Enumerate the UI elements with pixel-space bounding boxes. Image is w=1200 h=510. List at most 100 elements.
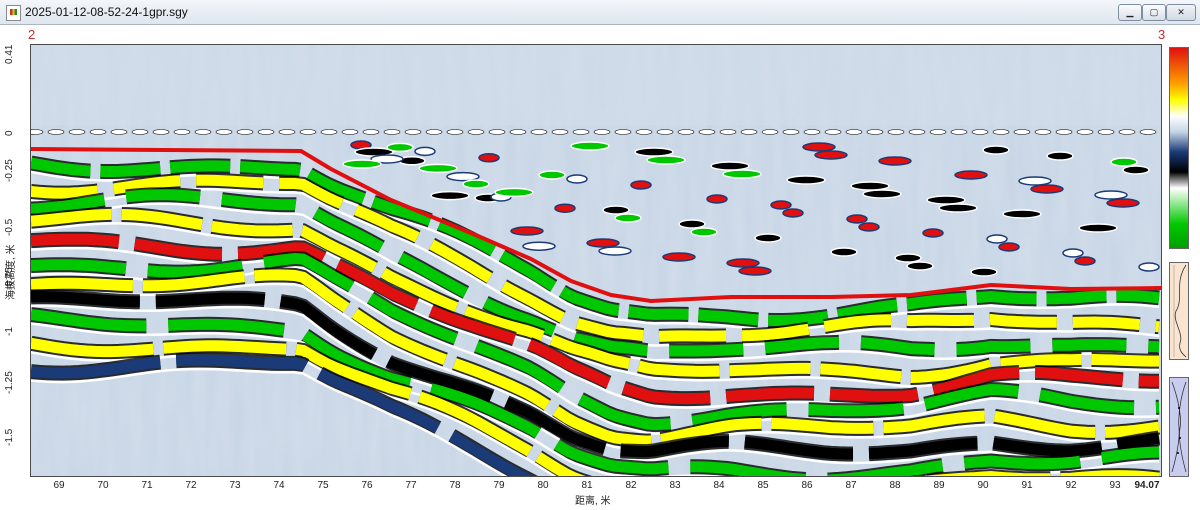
minimize-button[interactable]: ▁	[1118, 4, 1142, 21]
surface-reflection	[1139, 129, 1157, 135]
reflection-spot	[710, 161, 750, 171]
x-tick-label: 89	[933, 480, 945, 491]
reflection-spot	[1078, 223, 1118, 233]
reflection-spot	[1002, 209, 1042, 219]
reflection-spot	[1030, 184, 1064, 194]
reflection-spot	[522, 241, 556, 251]
reflection-spot	[922, 228, 944, 238]
reflection-spot	[802, 142, 836, 152]
reflection-spot	[982, 145, 1010, 155]
surface-reflection	[593, 129, 611, 135]
reflection-spot	[954, 170, 988, 180]
x-tick-label: 90	[977, 480, 989, 491]
reflection-band	[31, 157, 1160, 326]
color-scale-bar[interactable]	[1169, 47, 1189, 249]
surface-reflection	[89, 129, 107, 135]
interface-line	[31, 147, 1161, 303]
x-tick-label: 78	[449, 480, 461, 491]
surface-reflection	[572, 129, 590, 135]
x-tick-label: 84	[713, 480, 725, 491]
x-tick-label: 72	[185, 480, 197, 491]
reflection-spot	[446, 171, 480, 182]
surface-reflection	[173, 129, 191, 135]
surface-reflection	[425, 129, 443, 135]
surface-reflection	[1055, 129, 1073, 135]
x-tick-label: 69	[53, 480, 65, 491]
spectrum-curve	[1171, 381, 1187, 473]
marker-left: 2	[28, 27, 36, 42]
reflection-spot	[370, 154, 404, 164]
x-tick-label: 71	[141, 480, 153, 491]
surface-reflection	[677, 129, 695, 135]
surface-reflection	[278, 129, 296, 135]
reflection-spot	[430, 190, 470, 201]
app-icon	[6, 5, 21, 21]
reflection-spot	[938, 203, 978, 213]
surface-reflection	[257, 129, 275, 135]
reflection-spot	[1094, 190, 1128, 200]
x-tick-label: 79	[493, 480, 505, 491]
x-tick-label: 85	[757, 480, 769, 491]
y-tick-label: -1.25	[4, 371, 15, 394]
maximize-button[interactable]: ▢	[1142, 4, 1166, 21]
reflection-band	[31, 269, 1160, 447]
reflection-spot	[862, 189, 902, 199]
surface-reflection	[824, 129, 842, 135]
x-tick-label: 70	[97, 480, 109, 491]
x-tick-label: 93	[1109, 480, 1121, 491]
reflection-spot	[926, 195, 966, 205]
reflection-spot	[586, 238, 620, 248]
surface-reflection	[971, 129, 989, 135]
reflection-spot	[570, 141, 610, 151]
marker-right: 3	[1158, 27, 1166, 42]
reflection-band	[31, 189, 1160, 357]
surface-reflection	[509, 129, 527, 135]
reflection-spot	[1062, 248, 1084, 258]
surface-reflection	[530, 129, 548, 135]
surface-reflection	[1097, 129, 1115, 135]
reflection-spot	[478, 153, 500, 163]
reflection-spot	[646, 155, 686, 165]
surface-reflection	[845, 129, 863, 135]
radargram-plot[interactable]	[30, 44, 1162, 477]
reflection-spot	[906, 261, 934, 271]
surface-reflection	[194, 129, 212, 135]
surface-reflection	[1013, 129, 1031, 135]
reflection-spot	[782, 208, 804, 218]
reflection-spot	[630, 180, 652, 190]
x-tick-label: 76	[361, 480, 373, 491]
reflection-spot	[634, 147, 674, 157]
close-button[interactable]: ✕	[1166, 4, 1196, 21]
surface-reflection	[782, 129, 800, 135]
x-tick-label: 87	[845, 480, 857, 491]
reflection-spot	[678, 219, 706, 229]
y-tick-label: 0	[4, 130, 15, 136]
reflection-spot	[738, 266, 772, 276]
surface-reflection	[992, 129, 1010, 135]
reflection-spot	[1110, 157, 1138, 167]
amplitude-panel[interactable]	[1169, 262, 1189, 360]
reflection-spot	[614, 213, 642, 223]
spectrum-panel[interactable]	[1169, 377, 1189, 477]
surface-reflection	[698, 129, 716, 135]
reflection-spot	[418, 163, 458, 174]
reflection-band	[31, 208, 1159, 384]
reflection-spot	[850, 181, 890, 191]
x-tick-label: 82	[625, 480, 637, 491]
reflection-spot	[830, 247, 858, 257]
reflection-band	[31, 291, 1160, 460]
reflection-spot	[726, 258, 760, 268]
reflection-band	[31, 354, 534, 476]
surface-reflection	[31, 129, 44, 135]
reflection-spot	[690, 227, 718, 237]
reflection-spot	[878, 156, 912, 166]
x-axis-title: 距离, 米	[575, 496, 611, 507]
reflection-spot	[754, 233, 782, 243]
y-tick-label: -0.5	[4, 218, 15, 236]
surface-reflections	[31, 129, 1157, 135]
surface-reflection	[236, 129, 254, 135]
reflection-spot	[1138, 262, 1160, 272]
surface-reflection	[551, 129, 569, 135]
x-tick-label: 81	[581, 480, 593, 491]
surface-reflection	[803, 129, 821, 135]
